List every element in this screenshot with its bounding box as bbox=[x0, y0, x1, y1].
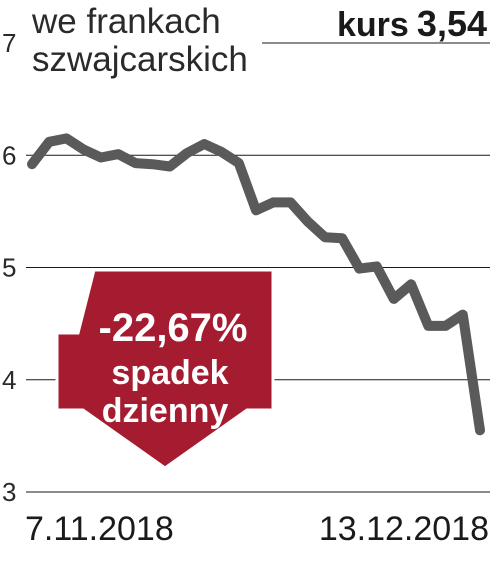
y-tick-label: 3 bbox=[2, 477, 16, 507]
badge-percent: -22,67% bbox=[99, 306, 248, 350]
chart-title-line-2: szwajcarskich bbox=[32, 40, 248, 79]
daily-drop-badge: -22,67% spadek dzienny bbox=[55, 268, 275, 470]
kurs-label: kurs bbox=[337, 6, 409, 44]
y-tick-label: 5 bbox=[2, 253, 16, 283]
badge-line-1: spadek bbox=[111, 354, 228, 392]
grid-lines bbox=[26, 42, 490, 493]
down-arrow-shape bbox=[55, 268, 275, 470]
y-tick-label: 7 bbox=[2, 28, 16, 58]
y-axis-ticks: 3 4 5 6 7 bbox=[2, 28, 16, 507]
badge-line-2: dzienny bbox=[102, 392, 229, 430]
price-series-line bbox=[27, 133, 485, 436]
y-tick-label: 4 bbox=[2, 365, 16, 395]
x-label-end: 13.12.2018 bbox=[319, 510, 489, 548]
y-tick-label: 6 bbox=[2, 140, 16, 170]
chart-title-line-1: we frankach bbox=[31, 2, 221, 41]
kurs-value: 3,54 bbox=[417, 3, 487, 44]
x-label-start: 7.11.2018 bbox=[25, 510, 174, 548]
